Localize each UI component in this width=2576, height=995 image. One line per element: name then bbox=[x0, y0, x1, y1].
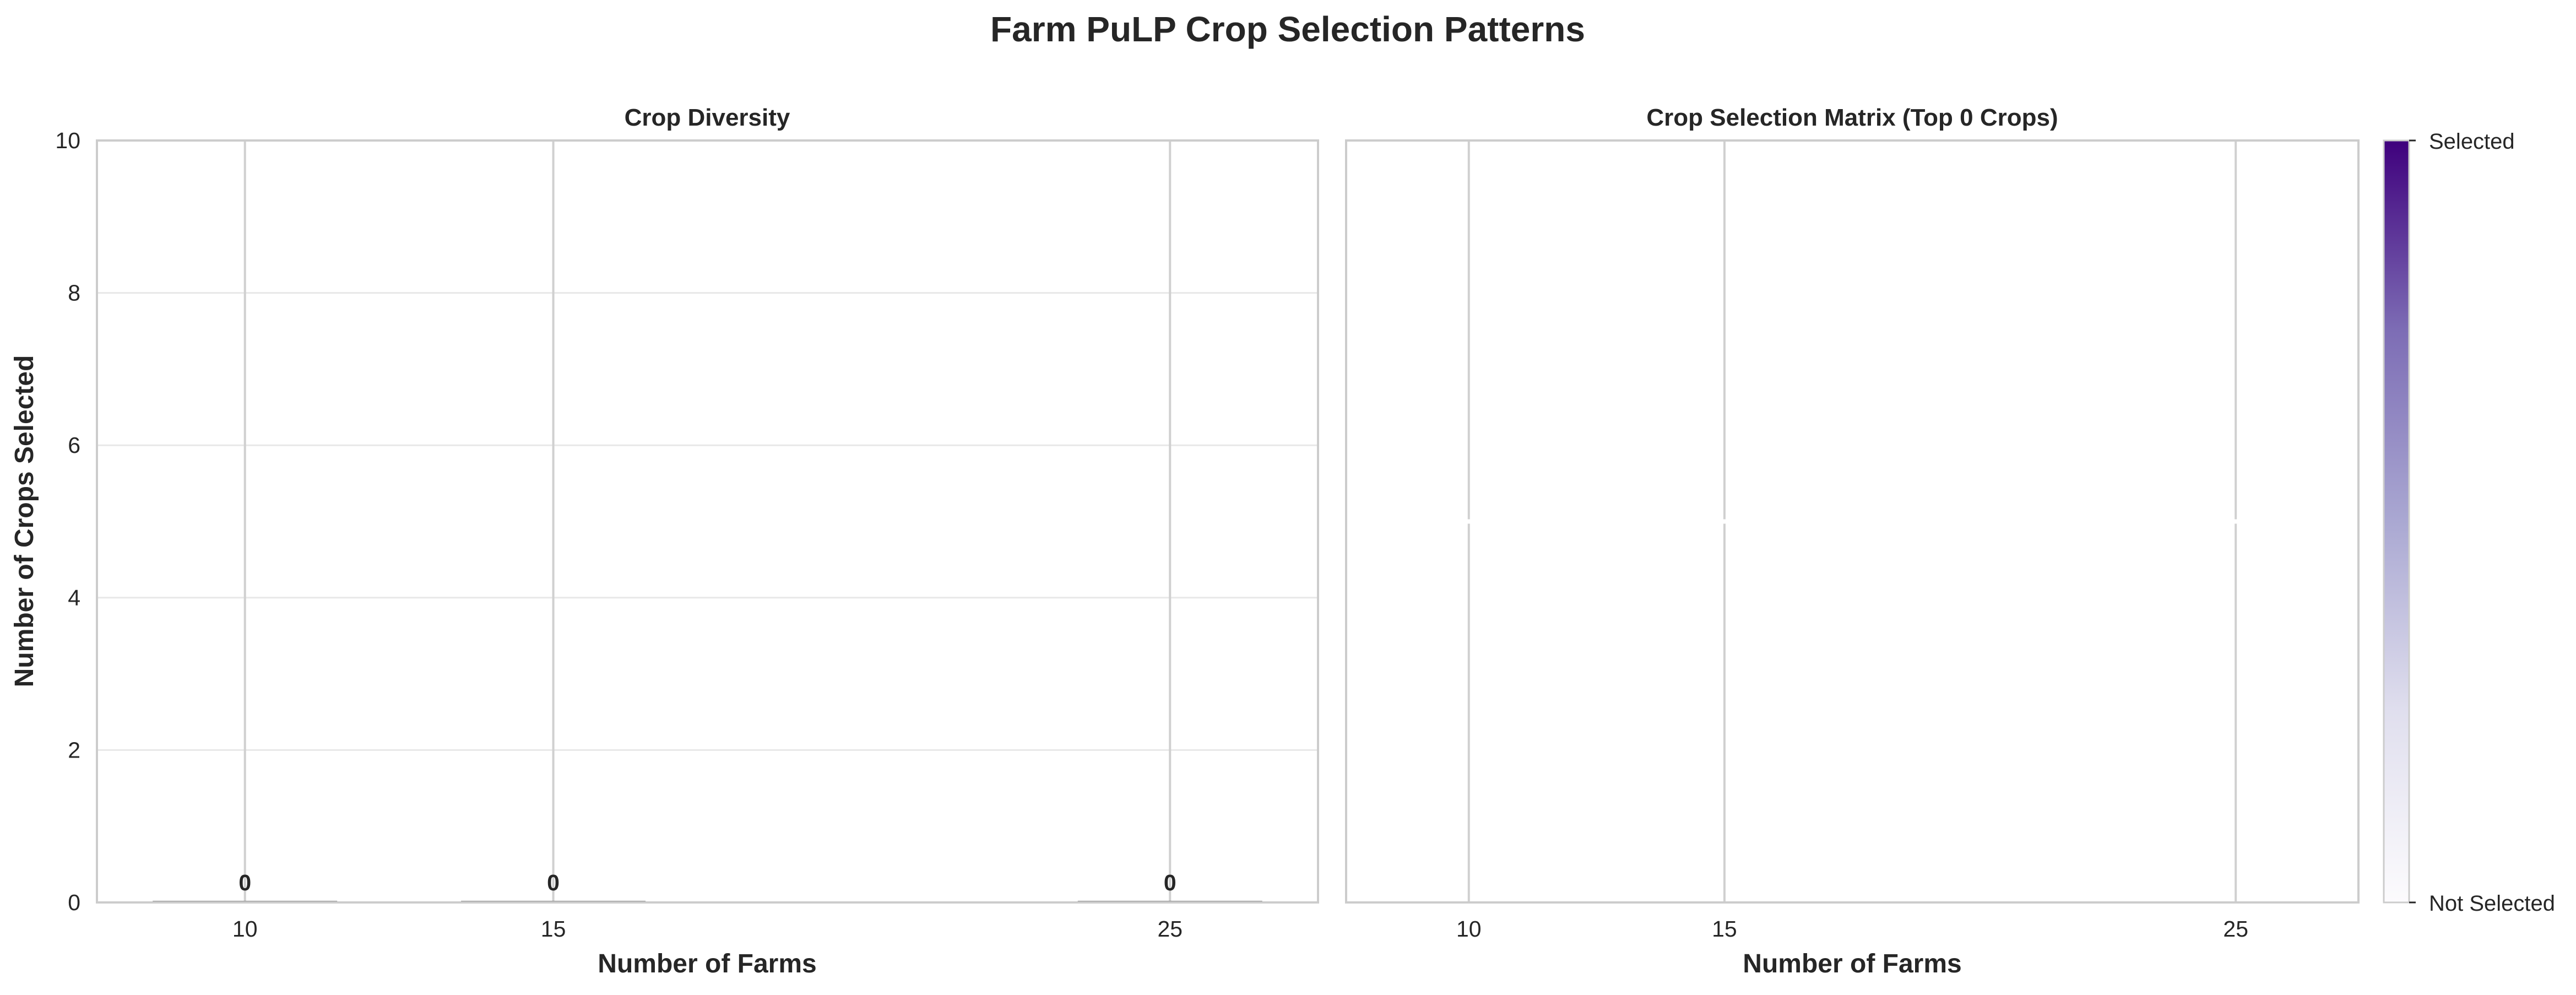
left-axes-title: Crop Diversity bbox=[625, 104, 790, 131]
left-x-tick-label: 15 bbox=[541, 916, 566, 942]
left-x-tick-labels: 10 15 25 bbox=[232, 916, 1183, 942]
left-vertical-gridlines bbox=[243, 140, 1172, 902]
right-x-tick-labels: 10 15 25 bbox=[1456, 916, 2248, 942]
left-y-tick-label: 2 bbox=[68, 737, 80, 763]
left-y-tick-labels: 0 2 4 6 8 10 bbox=[55, 128, 80, 915]
left-x-axis-label: Number of Farms bbox=[598, 949, 816, 978]
right-vertical-gridlines bbox=[1467, 140, 2237, 902]
right-axes-title: Crop Selection Matrix (Top 0 Crops) bbox=[1646, 104, 2058, 131]
left-x-tick-label: 25 bbox=[1157, 916, 1183, 942]
left-y-tick-label: 0 bbox=[68, 890, 80, 915]
colorbar-label-selected: Selected bbox=[2429, 129, 2515, 154]
right-x-tick-label: 10 bbox=[1456, 916, 1482, 942]
left-y-tick-label: 6 bbox=[68, 432, 80, 458]
crop-diversity-panel: 0 0 0 0 2 4 6 8 10 10 15 25 Crop Diversity Number… bbox=[10, 104, 1319, 978]
left-y-tick-label: 4 bbox=[68, 585, 80, 610]
bar-value-label: 0 bbox=[1164, 870, 1176, 895]
bar-value-label: 0 bbox=[547, 870, 560, 895]
left-bar-labels: 0 0 0 bbox=[238, 870, 1176, 895]
colorbar: Selected Not Selected bbox=[2383, 129, 2555, 916]
left-plot-frame bbox=[96, 139, 1319, 904]
left-y-tick-label: 10 bbox=[55, 128, 80, 153]
crop-selection-matrix-panel: 10 15 25 Crop Selection Matrix (Top 0 Crop… bbox=[1345, 104, 2360, 978]
right-x-tick-label: 15 bbox=[1712, 916, 1737, 942]
left-horizontal-gridlines bbox=[97, 292, 1318, 751]
left-y-tick-label: 8 bbox=[68, 280, 80, 306]
left-x-tick-label: 10 bbox=[232, 916, 258, 942]
colorbar-gradient bbox=[2383, 139, 2410, 904]
colorbar-label-not-selected: Not Selected bbox=[2429, 891, 2555, 916]
right-plot-frame bbox=[1345, 139, 2360, 904]
left-y-axis-label: Number of Crops Selected bbox=[10, 355, 39, 688]
right-x-tick-label: 25 bbox=[2223, 916, 2248, 942]
right-x-axis-label: Number of Farms bbox=[1743, 949, 1961, 978]
figure-title: Farm PuLP Crop Selection Patterns bbox=[990, 9, 1585, 49]
bar-value-label: 0 bbox=[238, 870, 251, 895]
